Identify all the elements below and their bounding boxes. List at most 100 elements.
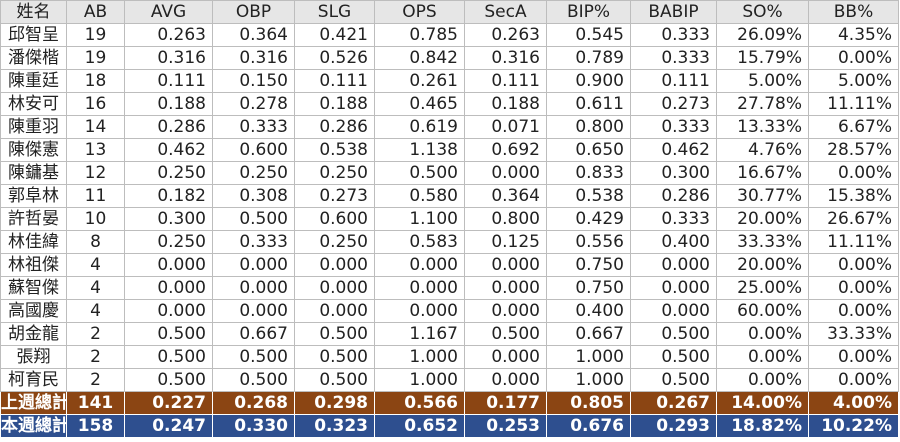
player-name-cell: 陳重羽 — [0, 115, 67, 139]
player-name-cell: 上週總計 — [0, 391, 67, 415]
stat-cell-slg: 0.323 — [294, 414, 375, 438]
stat-cell-avg: 0.462 — [124, 138, 213, 162]
stat-cell-obp: 0.278 — [212, 92, 295, 116]
stat-cell-avg: 0.316 — [124, 46, 213, 70]
stat-cell-ab: 18 — [66, 69, 125, 93]
stat-cell-bip: 0.556 — [546, 230, 631, 254]
stat-cell-ab: 4 — [66, 253, 125, 277]
table-row: 張翔 2 0.500 0.500 0.500 1.000 0.000 1.000 0.500 0.… — [0, 345, 899, 369]
stat-cell-ab: 4 — [66, 276, 125, 300]
stat-cell-so: 13.33% — [716, 115, 809, 139]
stat-cell-seca: 0.188 — [464, 92, 547, 116]
table-row: 高國慶 4 0.000 0.000 0.000 0.000 0.000 0.400 0.000 6… — [0, 299, 899, 323]
stat-cell-seca: 0.800 — [464, 207, 547, 231]
stat-cell-bb: 11.11% — [808, 230, 899, 254]
table-row: 胡金龍 2 0.500 0.667 0.500 1.167 0.500 0.667 0.500 0… — [0, 322, 899, 346]
stat-cell-avg: 0.500 — [124, 322, 213, 346]
stat-cell-babip: 0.286 — [630, 184, 717, 208]
stat-cell-obp: 0.330 — [212, 414, 295, 438]
stat-cell-slg: 0.188 — [294, 92, 375, 116]
stat-cell-ab: 19 — [66, 46, 125, 70]
stat-cell-so: 16.67% — [716, 161, 809, 185]
stat-cell-babip: 0.333 — [630, 115, 717, 139]
stat-cell-so: 5.00% — [716, 69, 809, 93]
stat-cell-babip: 0.333 — [630, 207, 717, 231]
stat-cell-ops: 0.465 — [374, 92, 465, 116]
stat-cell-ops: 0.261 — [374, 69, 465, 93]
stat-cell-babip: 0.273 — [630, 92, 717, 116]
stat-cell-babip: 0.500 — [630, 368, 717, 392]
stat-cell-obp: 0.667 — [212, 322, 295, 346]
stat-cell-slg: 0.298 — [294, 391, 375, 415]
stat-cell-babip: 0.111 — [630, 69, 717, 93]
table-row: 林佳緯 8 0.250 0.333 0.250 0.583 0.125 0.556 0.400 3… — [0, 230, 899, 254]
stat-cell-avg: 0.111 — [124, 69, 213, 93]
stat-cell-ab: 16 — [66, 92, 125, 116]
stat-cell-avg: 0.000 — [124, 299, 213, 323]
stat-cell-bip: 0.545 — [546, 23, 631, 47]
stat-cell-bb: 0.00% — [808, 276, 899, 300]
stat-cell-avg: 0.182 — [124, 184, 213, 208]
stat-cell-babip: 0.000 — [630, 299, 717, 323]
stat-cell-bip: 0.611 — [546, 92, 631, 116]
stat-cell-so: 27.78% — [716, 92, 809, 116]
player-name-cell: 郭阜林 — [0, 184, 67, 208]
stat-cell-ab: 8 — [66, 230, 125, 254]
stat-cell-obp: 0.150 — [212, 69, 295, 93]
totals-row-last-week: 上週總計 141 0.227 0.268 0.298 0.566 0.177 0.805 0.2… — [0, 391, 899, 415]
stat-cell-babip: 0.333 — [630, 23, 717, 47]
player-name-cell: 林佳緯 — [0, 230, 67, 254]
stat-cell-so: 60.00% — [716, 299, 809, 323]
stat-cell-seca: 0.000 — [464, 276, 547, 300]
stat-cell-ab: 2 — [66, 368, 125, 392]
stat-cell-ops: 0.785 — [374, 23, 465, 47]
stat-cell-obp: 0.333 — [212, 230, 295, 254]
stat-cell-so: 25.00% — [716, 276, 809, 300]
stat-cell-slg: 0.250 — [294, 230, 375, 254]
player-name-cell: 陳重廷 — [0, 69, 67, 93]
stat-cell-babip: 0.462 — [630, 138, 717, 162]
stat-cell-ab: 2 — [66, 322, 125, 346]
stat-cell-so: 30.77% — [716, 184, 809, 208]
stat-cell-avg: 0.000 — [124, 276, 213, 300]
stat-cell-so: 14.00% — [716, 391, 809, 415]
table-row: 蘇智傑 4 0.000 0.000 0.000 0.000 0.000 0.750 0.000 2… — [0, 276, 899, 300]
stat-cell-ab: 10 — [66, 207, 125, 231]
stat-cell-ops: 1.167 — [374, 322, 465, 346]
stat-cell-obp: 0.500 — [212, 368, 295, 392]
stat-cell-bb: 26.67% — [808, 207, 899, 231]
stat-cell-bip: 0.805 — [546, 391, 631, 415]
stat-cell-avg: 0.188 — [124, 92, 213, 116]
table-header: 姓名 AB AVG OBP SLG OPS SecA BIP% BABIP SO% BB% — [0, 0, 899, 24]
table-row: 邱智呈 19 0.263 0.364 0.421 0.785 0.263 0.545 0.333… — [0, 23, 899, 47]
stat-cell-bip: 0.400 — [546, 299, 631, 323]
stat-cell-obp: 0.000 — [212, 299, 295, 323]
stat-cell-ops: 1.100 — [374, 207, 465, 231]
stat-cell-ops: 0.000 — [374, 299, 465, 323]
stat-cell-avg: 0.300 — [124, 207, 213, 231]
totals-row-this-week: 本週總計 158 0.247 0.330 0.323 0.652 0.253 0.676 0.2… — [0, 414, 899, 438]
stat-cell-babip: 0.000 — [630, 253, 717, 277]
stat-cell-so: 33.33% — [716, 230, 809, 254]
stat-cell-avg: 0.247 — [124, 414, 213, 438]
stat-cell-seca: 0.000 — [464, 345, 547, 369]
stat-cell-bb: 33.33% — [808, 322, 899, 346]
player-name-cell: 陳傑憲 — [0, 138, 67, 162]
stat-cell-slg: 0.500 — [294, 345, 375, 369]
player-name-cell: 蘇智傑 — [0, 276, 67, 300]
stat-cell-bb: 28.57% — [808, 138, 899, 162]
stat-cell-so: 26.09% — [716, 23, 809, 47]
stat-cell-ab: 19 — [66, 23, 125, 47]
stat-cell-bb: 10.22% — [808, 414, 899, 438]
table-row: 潘傑楷 19 0.316 0.316 0.526 0.842 0.316 0.789 0.333… — [0, 46, 899, 70]
stat-cell-seca: 0.000 — [464, 253, 547, 277]
stat-cell-obp: 0.268 — [212, 391, 295, 415]
stat-cell-seca: 0.000 — [464, 368, 547, 392]
stat-cell-seca: 0.263 — [464, 23, 547, 47]
stat-cell-ops: 0.000 — [374, 253, 465, 277]
stat-cell-slg: 0.286 — [294, 115, 375, 139]
stat-cell-ab: 4 — [66, 299, 125, 323]
stat-cell-babip: 0.333 — [630, 46, 717, 70]
column-header-seca: SecA — [464, 0, 547, 24]
stat-cell-so: 15.79% — [716, 46, 809, 70]
